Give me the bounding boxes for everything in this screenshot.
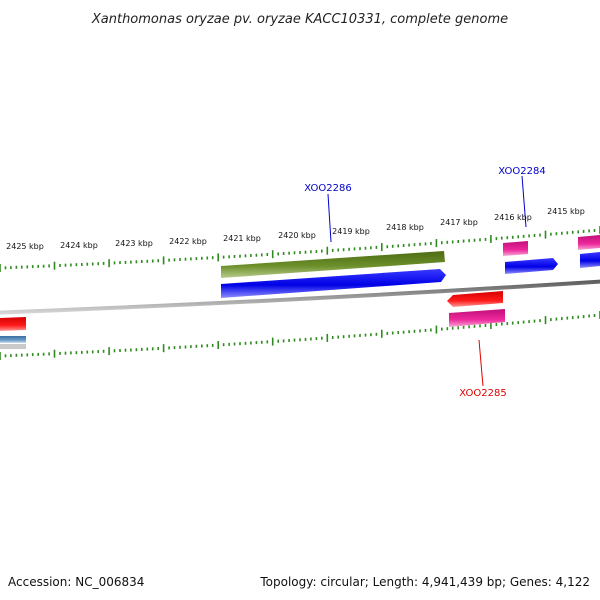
scale-label-2419: 2419 kbp <box>332 227 370 236</box>
accession-text: Accession: NC_006834 <box>8 575 144 589</box>
scale-labels: 2425 kbp 2424 kbp 2423 kbp 2422 kbp 2421… <box>6 207 585 251</box>
map-title: Xanthomonas oryzae pv. oryzae KACC10331,… <box>91 12 508 27</box>
outer-tick-ring <box>0 226 600 272</box>
scale-label-2420: 2420 kbp <box>278 231 316 240</box>
gene-label-xoo2284[interactable]: XOO2284 <box>498 166 545 177</box>
scale-label-2424: 2424 kbp <box>60 241 98 250</box>
gene-xoo2285-reverse[interactable] <box>449 309 505 327</box>
gene-reverse-gray-left[interactable] <box>0 344 26 349</box>
gene-reverse-red-left[interactable] <box>0 317 26 331</box>
scale-label-2421: 2421 kbp <box>223 234 261 243</box>
gene-forward-pink-edge[interactable] <box>578 235 600 250</box>
scale-label-2417: 2417 kbp <box>440 218 478 227</box>
scale-label-2416: 2416 kbp <box>494 213 532 222</box>
inner-tick-ring <box>0 311 600 360</box>
scale-label-2422: 2422 kbp <box>169 237 207 246</box>
scale-label-2418: 2418 kbp <box>386 223 424 232</box>
scale-label-2423: 2423 kbp <box>115 239 153 248</box>
scale-label-2415: 2415 kbp <box>547 207 585 216</box>
gene-forward-blue-1[interactable] <box>221 269 446 298</box>
gene-label-xoo2286[interactable]: XOO2286 <box>304 183 351 194</box>
scale-label-2425: 2425 kbp <box>6 242 44 251</box>
gene-xoo2286-forward[interactable] <box>221 251 445 278</box>
leader-xoo2285 <box>478 339 484 387</box>
gene-xoo2284-forward-pink[interactable] <box>503 241 528 256</box>
leader-xoo2284 <box>521 175 527 228</box>
gene-forward-blue-3[interactable] <box>580 252 600 268</box>
gene-label-xoo2285[interactable]: XOO2285 <box>459 388 506 399</box>
genome-backbone <box>0 279 600 315</box>
gene-reverse-steelblue-left[interactable] <box>0 336 26 343</box>
genome-summary-text: Topology: circular; Length: 4,941,439 bp… <box>259 575 590 589</box>
gene-reverse-red-1[interactable] <box>447 291 503 307</box>
gene-forward-blue-2[interactable] <box>505 258 558 274</box>
leader-xoo2286 <box>327 193 332 243</box>
